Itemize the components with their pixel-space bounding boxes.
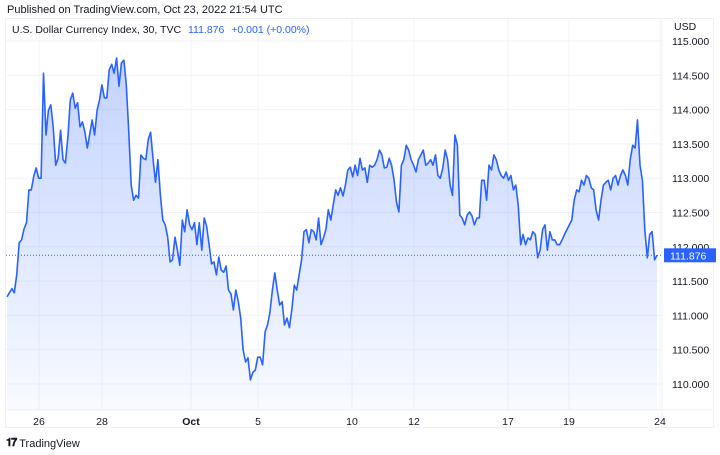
- x-tick-label: 12: [408, 416, 420, 428]
- x-tick-label: 19: [563, 416, 575, 428]
- y-tick-label: 114.000: [672, 105, 709, 117]
- y-tick-label: 110.500: [672, 345, 709, 357]
- x-tick-label: 24: [654, 416, 666, 428]
- x-tick-label: 10: [346, 416, 358, 428]
- price-line: [6, 57, 658, 381]
- y-tick-label: 111.000: [672, 310, 709, 322]
- change-value: +0.001 (+0.00%): [231, 24, 310, 36]
- y-tick-label: 113.500: [672, 139, 709, 151]
- y-tick-label: 115.000: [672, 36, 709, 48]
- brand-name: TradingView: [19, 437, 80, 450]
- x-tick-label: 17: [502, 416, 514, 428]
- x-tick-label: Oct: [182, 416, 200, 428]
- x-tick-label: 5: [255, 416, 261, 428]
- last-value: 111.876: [187, 24, 225, 36]
- y-tick-label: 114.500: [672, 70, 709, 82]
- chart-frame: [5, 18, 714, 428]
- last-price-label: 111.876: [670, 250, 707, 262]
- y-tick-label: 110.000: [672, 379, 709, 391]
- price-area-fill: [7, 58, 657, 410]
- published-caption: Published on TradingView.com, Oct 23, 20…: [7, 4, 283, 16]
- symbol-title: U.S. Dollar Currency Index, 30, TVC: [12, 24, 182, 36]
- x-tick-label: 28: [96, 416, 108, 428]
- legend: U.S. Dollar Currency Index, 30, TVC 111.…: [12, 24, 310, 36]
- last-price-badge: [664, 248, 716, 263]
- y-tick-label: 113.000: [672, 173, 709, 185]
- footer-brand[interactable]: 𝟏𝟕 TradingView: [6, 437, 80, 450]
- y-tick-label: 112.500: [672, 208, 709, 220]
- tradingview-logo-icon: 𝟏𝟕: [6, 437, 17, 449]
- x-tick-label: 26: [33, 416, 45, 428]
- currency-label: USD: [674, 21, 697, 33]
- y-tick-label: 111.500: [672, 276, 709, 288]
